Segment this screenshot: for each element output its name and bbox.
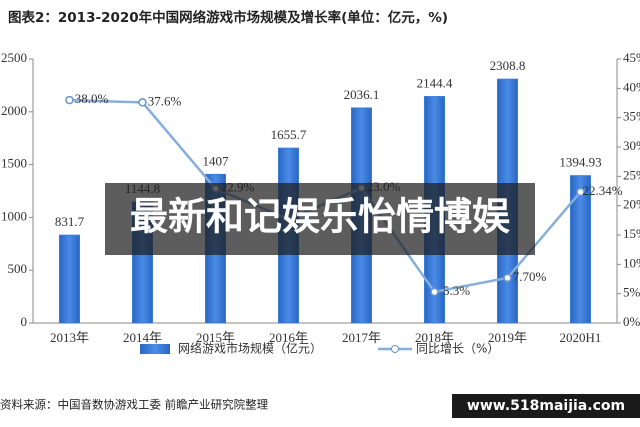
site-banner — [452, 394, 640, 418]
line-marker — [138, 98, 147, 107]
y2-tick-label: 15% — [623, 226, 640, 241]
line-value-label: 7.70% — [513, 269, 547, 284]
legend-label: 同比增长（%） — [416, 342, 499, 356]
line-marker — [430, 287, 439, 297]
y-tick-label: 0 — [21, 314, 28, 329]
y2-tick-label: 5% — [623, 285, 640, 300]
bar-value-label: 1655.7 — [271, 127, 307, 142]
legend-swatch — [140, 344, 170, 354]
y2-tick-label: 20% — [623, 197, 640, 212]
legend-marker — [391, 345, 399, 353]
overlay-text: 最新和记娱乐怡情博娱 — [130, 195, 510, 239]
overlay-band — [105, 183, 535, 255]
bar-value-label: 831.7 — [55, 214, 85, 229]
bar-value-label: 2036.1 — [344, 87, 380, 102]
y2-tick-label: 25% — [623, 167, 640, 182]
y2-tick-label: 35% — [623, 109, 640, 124]
x-tick-label: 2017年 — [342, 330, 381, 345]
y2-tick-label: 30% — [623, 138, 640, 153]
x-tick-label: 2020H1 — [560, 330, 602, 345]
bar — [59, 234, 80, 324]
bar-value-label: 2144.4 — [417, 76, 453, 91]
bar-value-label: 1394.93 — [559, 155, 601, 170]
y-tick-label: 1500 — [1, 156, 27, 171]
line-value-label: 38.0% — [75, 91, 109, 106]
site-url: www.518maijia.com — [467, 398, 625, 414]
line-marker — [503, 273, 512, 283]
x-tick-label: 2019年 — [488, 330, 527, 345]
y-tick-label: 2000 — [1, 103, 27, 118]
y2-tick-label: 40% — [623, 79, 640, 94]
x-tick-label: 2015年 — [196, 330, 235, 345]
y2-tick-label: 0% — [623, 314, 640, 329]
x-tick-label: 2018年 — [415, 330, 454, 345]
y-tick-label: 2500 — [1, 50, 27, 65]
line-marker — [65, 95, 74, 105]
x-tick-label: 2016年 — [269, 330, 308, 345]
line-value-label: 37.6% — [148, 93, 182, 108]
line-value-label: 5.3% — [443, 283, 470, 298]
line-value-label: 22.34% — [582, 183, 622, 198]
y-tick-label: 500 — [8, 261, 28, 276]
x-tick-label: 2014年 — [123, 330, 162, 345]
bar — [570, 175, 591, 324]
legend-label: 网络游戏市场规模（亿元） — [178, 341, 322, 356]
line-marker — [576, 187, 585, 197]
y2-tick-label: 10% — [623, 255, 640, 270]
source-note: 资料来源：中国音数协游戏工委 前瞻产业研究院整理 — [0, 398, 269, 412]
chart-title: 图表2：2013-2020年中国网络游戏市场规模及增长率(单位：亿元，%) — [8, 9, 448, 26]
bar-value-label: 1407 — [203, 153, 230, 168]
y-tick-label: 1000 — [1, 208, 27, 223]
y2-tick-label: 45% — [623, 50, 640, 65]
bar-value-label: 2308.8 — [490, 58, 526, 73]
x-tick-label: 2013年 — [50, 330, 89, 345]
